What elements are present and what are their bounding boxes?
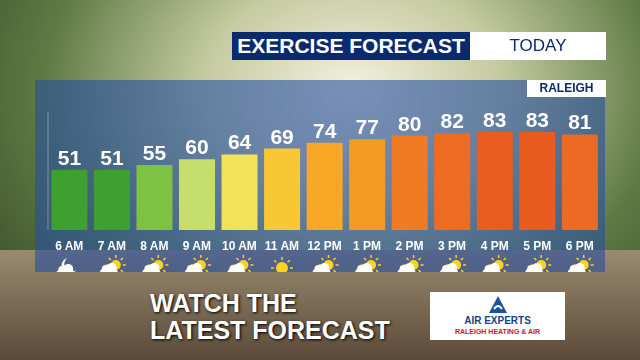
svg-text:74: 74 xyxy=(313,119,337,142)
svg-text:3 PM: 3 PM xyxy=(438,239,466,253)
svg-text:9 AM: 9 AM xyxy=(183,239,211,253)
html-text:TODAY: TODAY xyxy=(509,36,567,55)
svg-text:83: 83 xyxy=(483,108,506,131)
html-text:EXERCISE FORECAST: EXERCISE FORECAST xyxy=(237,34,465,57)
svg-text:83: 83 xyxy=(526,108,549,131)
svg-text:82: 82 xyxy=(441,109,464,132)
svg-text:64: 64 xyxy=(228,130,252,153)
svg-text:51: 51 xyxy=(100,146,124,169)
svg-text:1 PM: 1 PM xyxy=(353,239,381,253)
svg-text:60: 60 xyxy=(185,135,208,158)
svg-text:8 AM: 8 AM xyxy=(140,239,168,253)
svg-text:7 AM: 7 AM xyxy=(98,239,126,253)
html-text:RALEIGH: RALEIGH xyxy=(539,81,594,95)
svg-text:55: 55 xyxy=(143,141,167,164)
svg-text:80: 80 xyxy=(398,112,421,135)
svg-text:51: 51 xyxy=(58,146,82,169)
svg-text:10 AM: 10 AM xyxy=(222,239,257,253)
svg-text:2 PM: 2 PM xyxy=(396,239,424,253)
svg-text:12 PM: 12 PM xyxy=(307,239,342,253)
svg-text:77: 77 xyxy=(355,115,378,138)
svg-text:81: 81 xyxy=(568,110,592,133)
html-text:AIR EXPERTS: AIR EXPERTS xyxy=(464,315,531,326)
svg-text:5 PM: 5 PM xyxy=(523,239,551,253)
svg-text:69: 69 xyxy=(270,125,293,148)
svg-text:4 PM: 4 PM xyxy=(481,239,509,253)
html-text:RALEIGH HEATING & AIR: RALEIGH HEATING & AIR xyxy=(454,328,541,335)
html-text:WATCH THE LATEST FORECAST: WATCH THE LATEST FORECAST xyxy=(150,289,390,344)
svg-text:6 AM: 6 AM xyxy=(55,239,83,253)
svg-text:6 PM: 6 PM xyxy=(566,239,594,253)
svg-text:11 AM: 11 AM xyxy=(265,239,299,253)
